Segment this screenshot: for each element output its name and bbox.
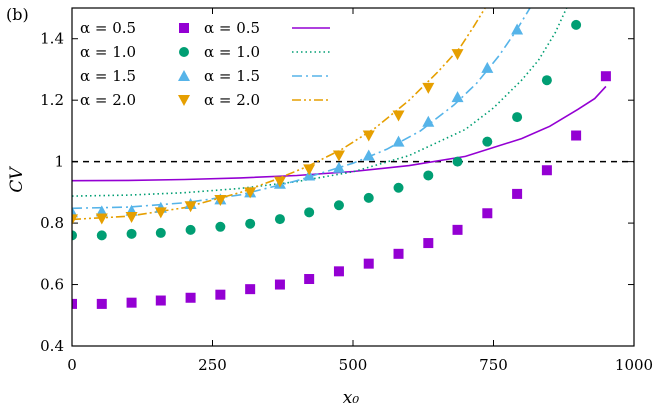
legend-line-label: α = 1.5 — [204, 67, 260, 85]
data-point-circle — [482, 136, 493, 147]
data-point-triangle-down — [95, 213, 108, 225]
legend-marker-label: α = 2.0 — [80, 91, 136, 109]
legend-marker-label: α = 1.5 — [80, 67, 136, 85]
data-point-triangle-up — [422, 115, 435, 127]
data-point-square — [363, 258, 374, 269]
data-point-square — [600, 71, 611, 82]
data-point-square — [155, 295, 166, 306]
data-point-circle — [393, 182, 404, 193]
data-point-triangle-up — [392, 135, 405, 147]
data-point-square — [512, 188, 523, 199]
data-point-circle — [423, 170, 434, 181]
data-point-triangle-down — [125, 211, 138, 223]
data-point-triangle-up — [451, 91, 464, 103]
x-tick-label: 250 — [198, 356, 227, 374]
data-point-square — [452, 224, 463, 235]
data-point-triangle-down — [154, 207, 167, 219]
legend-line-label: α = 1.0 — [204, 43, 260, 61]
y-axis-ticks: 0.4 0.6 0.8 1 1.2 1.4 — [40, 30, 634, 355]
curve-2-0 — [72, 8, 486, 221]
data-point-circle — [126, 228, 137, 239]
legend-marker-circle — [179, 47, 189, 57]
x-tick-label: 0 — [67, 356, 77, 374]
data-point-square — [185, 292, 196, 303]
x-tick-label: 500 — [339, 356, 368, 374]
data-point-triangle-down — [72, 214, 78, 226]
curve-1-5 — [72, 8, 531, 210]
theory-curves — [72, 8, 607, 221]
legend-marker-label: α = 0.5 — [80, 19, 136, 37]
data-point-square — [274, 279, 285, 290]
data-point-square — [245, 284, 256, 295]
data-point-square — [423, 238, 434, 249]
data-point-circle — [571, 19, 582, 30]
data-point-square — [393, 248, 404, 259]
data-point-circle — [245, 218, 256, 229]
simulation-markers — [72, 19, 611, 309]
data-point-square — [215, 289, 226, 300]
data-point-triangle-up — [511, 23, 524, 35]
data-point-circle — [274, 214, 285, 225]
data-point-triangle-down — [392, 110, 405, 122]
y-tick-label: 1.4 — [40, 30, 64, 48]
y-tick-label: 0.6 — [40, 276, 64, 294]
legend: α = 0.5 α = 1.0 α = 1.5 α = 2.0 α = 0.5 α = 1… — [80, 19, 330, 109]
data-point-triangle-down — [422, 82, 435, 94]
data-point-circle — [512, 112, 523, 123]
y-axis-label: CV — [7, 166, 27, 193]
data-point-circle — [215, 221, 226, 232]
curve-0-5 — [72, 85, 607, 182]
data-point-circle — [72, 230, 77, 241]
y-tick-label: 0.4 — [40, 337, 64, 355]
data-point-triangle-down — [332, 150, 345, 162]
data-point-circle — [185, 224, 196, 235]
data-point-triangle-up — [362, 149, 375, 161]
legend-marker-label: α = 1.0 — [80, 43, 136, 61]
data-point-triangle-up — [332, 161, 345, 173]
plot-frame — [71, 7, 635, 347]
data-point-square — [96, 298, 107, 309]
data-point-circle — [155, 227, 166, 238]
data-point-triangle-down — [214, 195, 227, 207]
data-point-circle — [363, 192, 374, 203]
panel-label: (b) — [6, 5, 29, 24]
legend-line-label: α = 2.0 — [204, 91, 260, 109]
data-point-square — [571, 130, 582, 141]
data-point-circle — [541, 75, 552, 86]
data-point-square — [541, 165, 552, 176]
data-point-circle — [304, 207, 315, 218]
legend-marker-triangle-up — [178, 70, 190, 81]
y-tick-label: 1.2 — [40, 91, 64, 109]
curve-1-0 — [72, 8, 568, 197]
x-axis-ticks: 0 250 500 750 1000 — [67, 8, 653, 374]
x-tick-label: 1000 — [615, 356, 653, 374]
data-point-triangle-down — [273, 176, 286, 188]
x-axis-label: x₀ — [343, 388, 360, 408]
x-tick-label: 750 — [479, 356, 508, 374]
legend-marker-triangle-down — [178, 95, 190, 106]
data-point-triangle-down — [451, 49, 464, 61]
data-point-triangle-up — [481, 61, 494, 73]
data-point-triangle-down — [184, 201, 197, 213]
data-point-triangle-down — [244, 187, 257, 199]
data-point-square — [304, 274, 315, 285]
data-point-triangle-down — [362, 130, 375, 142]
y-tick-label: 0.8 — [40, 214, 64, 232]
legend-line-label: α = 0.5 — [204, 19, 260, 37]
y-tick-label: 1 — [54, 153, 64, 171]
data-point-square — [333, 266, 344, 277]
data-point-square — [482, 208, 493, 219]
data-point-circle — [452, 156, 463, 167]
legend-marker-square — [179, 23, 189, 33]
data-point-square — [126, 297, 137, 308]
data-point-circle — [333, 200, 344, 211]
data-point-triangle-down — [303, 164, 316, 176]
data-point-square — [72, 298, 77, 309]
data-point-circle — [96, 230, 107, 241]
